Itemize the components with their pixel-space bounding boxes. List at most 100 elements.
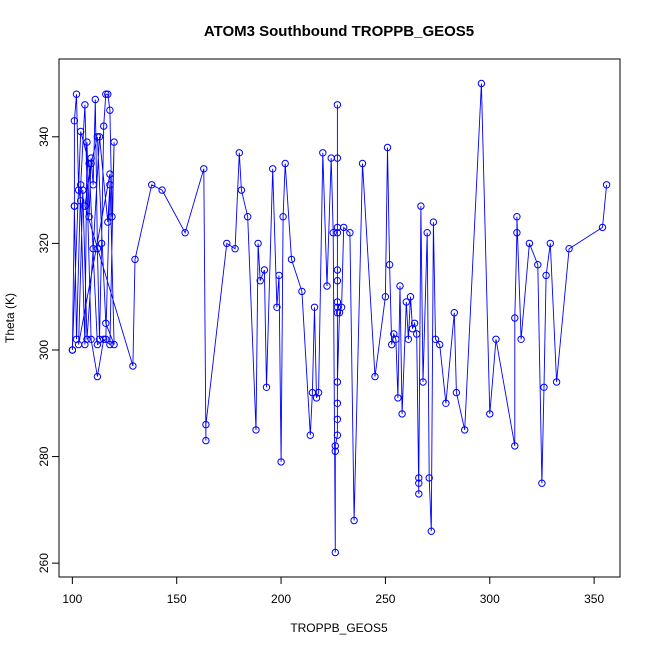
data-point [93,340,102,349]
data-point [546,239,554,248]
data-point [333,101,342,109]
data-point [129,362,137,370]
data-point [237,186,246,194]
series-layer [68,79,611,557]
data-point [525,239,534,248]
data-point [486,410,494,418]
data-point [93,372,102,381]
y-tick-label: 280 [37,446,51,466]
data-point [100,335,108,343]
data-point [281,159,289,168]
y-tick-label: 260 [37,553,51,573]
data-point [598,223,607,232]
data-point [106,106,114,114]
data-point [202,420,210,429]
data-point [383,143,392,152]
data-point [517,335,525,343]
data-point [83,335,91,343]
data-point [102,335,110,343]
data-point [331,548,339,557]
data-point [85,159,93,168]
data-point [333,154,342,162]
x-tick-label: 200 [271,592,291,606]
data-point [70,202,79,210]
data-point [104,218,112,226]
data-point [415,474,423,482]
series-line [71,83,608,553]
data-point [231,245,239,253]
data-point [106,340,114,349]
data-point [331,447,339,455]
data-point [81,202,89,210]
data-point [511,442,519,450]
data-point [235,149,244,157]
data-point [148,181,156,189]
data-point [431,335,440,343]
y-tick-label: 340 [37,126,51,146]
data-point [450,309,458,317]
x-axis: 100 150 200 250 300 350 [62,576,604,606]
data-point [540,383,548,391]
data-point [513,213,521,221]
data-point [565,245,573,253]
data-point [461,426,469,434]
data-point [429,218,438,226]
data-point [298,287,306,296]
data-point [306,431,314,439]
data-point [102,90,110,98]
data-point [85,213,93,221]
x-axis-label: TROPPB_GEOS5 [290,621,388,635]
data-point [277,458,285,466]
data-point [333,399,342,407]
data-point [106,170,114,178]
data-point [333,309,342,317]
data-point [260,266,269,274]
data-point [102,319,110,327]
data-point [333,415,342,423]
data-point [158,186,166,194]
data-point [410,319,419,327]
data-point [110,340,118,349]
data-point [392,335,400,343]
data-point [87,335,95,343]
data-point [340,223,348,232]
data-point [106,181,114,189]
y-axis-label: Theta (K) [3,293,17,343]
data-point [423,229,431,237]
data-point [381,293,390,301]
data-point [396,282,404,290]
data-point [415,490,423,498]
data-point [93,245,102,253]
data-point [104,90,112,98]
y-tick-label: 300 [37,340,51,360]
data-point [413,330,421,338]
data-point [223,239,231,248]
data-point [97,239,106,248]
data-point [256,277,264,285]
data-point [91,95,100,104]
x-tick-label: 350 [584,592,604,606]
data-point [436,340,444,349]
data-point [538,479,546,487]
data-point [371,372,379,381]
data-point [417,202,425,210]
y-tick-label: 320 [37,233,51,253]
data-point [427,527,435,535]
data-point [398,410,406,418]
data-point [81,101,89,109]
data-point [333,266,342,274]
data-point [100,122,108,130]
data-point [452,388,461,397]
data-point [442,399,450,407]
data-point [394,394,402,402]
data-point [70,117,79,125]
data-point [333,378,342,386]
data-point [404,335,413,343]
data-point [425,474,433,482]
data-point [110,138,118,146]
data-point [131,255,139,264]
data-point [419,378,427,386]
data-point [181,229,189,237]
x-tick-label: 300 [480,592,500,606]
